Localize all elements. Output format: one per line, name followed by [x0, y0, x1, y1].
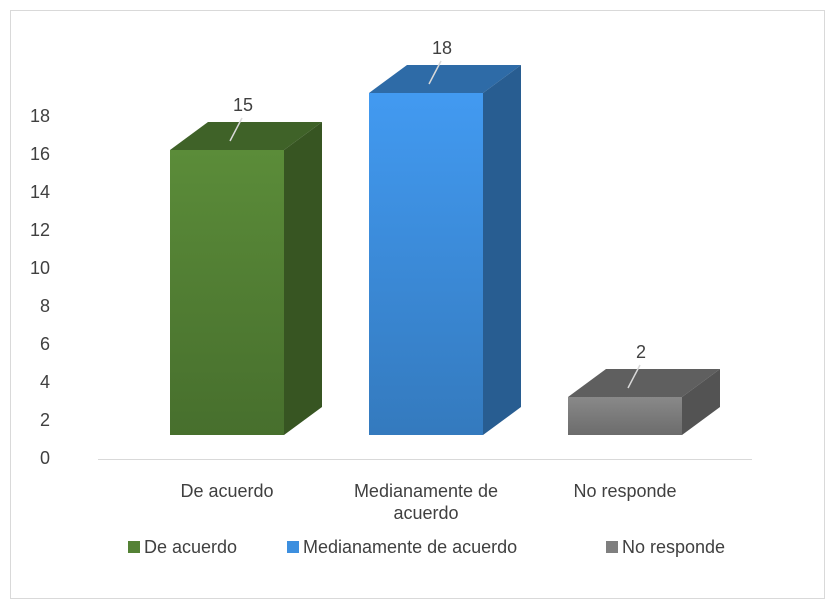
x-tick-label: No responde — [573, 481, 677, 501]
bar-side — [284, 122, 322, 435]
y-tick-label: 2 — [40, 410, 50, 430]
bar-side — [483, 65, 521, 435]
y-tick-label: 12 — [30, 220, 50, 240]
legend-label: No responde — [622, 537, 725, 557]
data-label: 2 — [636, 342, 646, 362]
legend-label: De acuerdo — [144, 537, 237, 557]
y-tick-label: 14 — [30, 182, 50, 202]
legend-label: Medianamente de acuerdo — [303, 537, 517, 557]
data-label: 15 — [233, 95, 253, 115]
leader-line — [627, 364, 641, 389]
y-tick-label: 10 — [30, 258, 50, 278]
data-label: 18 — [432, 38, 452, 58]
y-tick-label: 6 — [40, 334, 50, 354]
legend-swatch — [606, 541, 618, 553]
bar-front — [170, 150, 284, 435]
leader-line — [428, 60, 442, 85]
leader-line — [229, 117, 243, 142]
y-tick-label: 16 — [30, 144, 50, 164]
y-tick-label: 4 — [40, 372, 50, 392]
bar-front — [369, 93, 483, 435]
legend-swatch — [287, 541, 299, 553]
bar-top — [568, 369, 720, 397]
legend-swatch — [128, 541, 140, 553]
x-tick-label: Medianamente de acuerdo — [353, 481, 499, 523]
y-tick-label: 8 — [40, 296, 50, 316]
y-tick-label: 0 — [40, 448, 50, 468]
bar-side — [682, 369, 720, 435]
x-tick-label: De acuerdo — [180, 481, 274, 501]
y-tick-label: 18 — [30, 106, 50, 126]
bar-top — [170, 122, 322, 150]
bar-front — [568, 397, 682, 435]
bar-top — [369, 65, 521, 93]
